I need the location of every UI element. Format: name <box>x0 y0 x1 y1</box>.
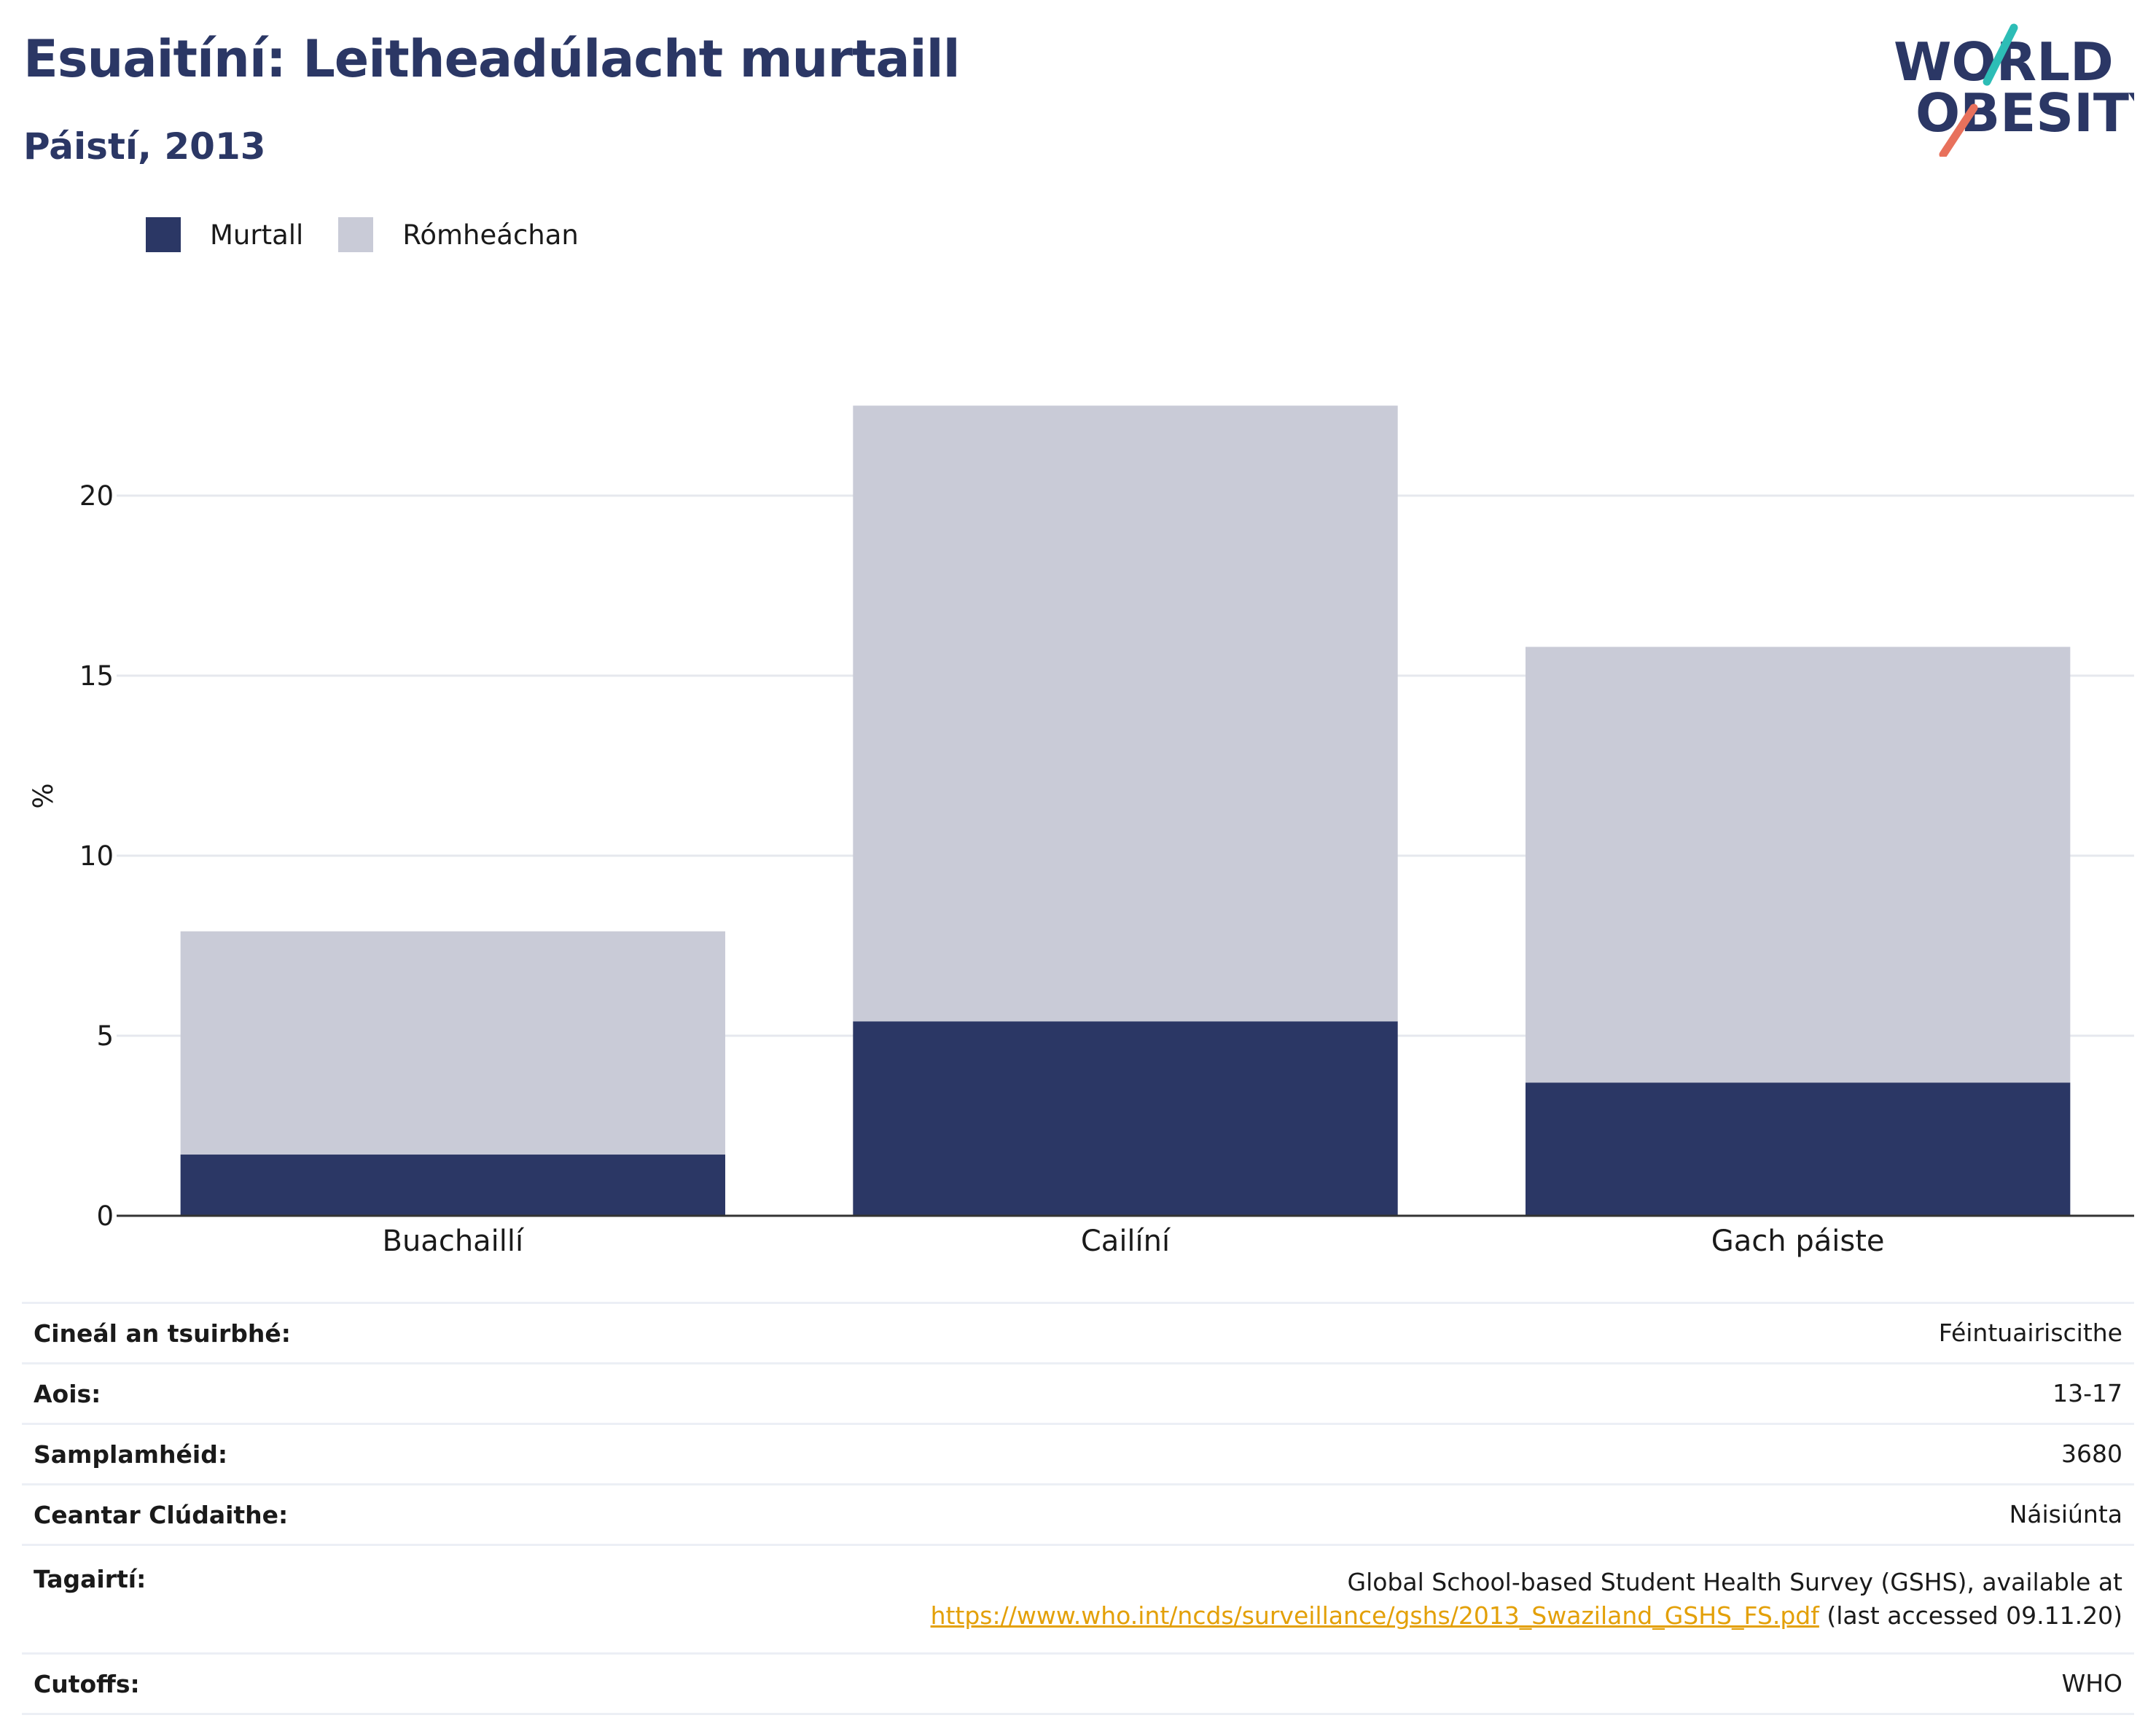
info-key: Samplamhéid: <box>22 1423 418 1485</box>
y-axis-label: % <box>28 783 59 808</box>
legend-swatch-obesity <box>146 217 181 252</box>
bar-obesity[interactable] <box>180 1155 726 1216</box>
chart-subtitle: Páistí, 2013 <box>23 125 266 168</box>
info-value: 3680 <box>418 1423 2134 1485</box>
info-key: Cineál an tsuirbhé: <box>22 1302 418 1364</box>
info-value: Féintuairiscithe <box>418 1302 2134 1364</box>
info-value: Global School-based Student Health Surve… <box>418 1544 2134 1655</box>
info-row-sample-size: Samplamhéid: 3680 <box>22 1423 2134 1485</box>
x-tick-label: Gach páiste <box>1711 1225 1885 1258</box>
info-value: 13-17 <box>418 1363 2134 1425</box>
reference-link[interactable]: https://www.who.int/ncds/surveillance/gs… <box>930 1601 1819 1630</box>
survey-info-table: Cineál an tsuirbhé: Féintuairiscithe Aoi… <box>22 1302 2134 1715</box>
y-tick-label: 10 <box>79 840 114 872</box>
legend-label-obesity: Murtall <box>210 219 304 251</box>
y-tick-label: 5 <box>96 1020 114 1052</box>
reference-suffix: (last accessed 09.11.20) <box>1819 1601 2122 1630</box>
chart-title: Esuaitíní: Leitheadúlacht murtaill <box>23 29 961 89</box>
reference-text: Global School-based Student Health Surve… <box>1347 1568 2122 1596</box>
bar-overweight[interactable] <box>180 931 726 1155</box>
bar-obesity[interactable] <box>853 1021 1398 1216</box>
info-key: Ceantar Clúdaithe: <box>22 1484 418 1546</box>
chart-legend: Murtall Rómheáchan <box>146 217 614 252</box>
world-obesity-logo: WORLD OBESITY <box>1894 23 2134 157</box>
info-row-age: Aois: 13-17 <box>22 1363 2134 1425</box>
chart-axis: 0 5 10 15 20 Buachaillí Cailíní Gach páiste <box>79 480 2134 1258</box>
logo-slash-bottom <box>1939 104 1978 157</box>
bar-overweight[interactable] <box>853 405 1398 1022</box>
legend-swatch-overweight <box>338 217 374 252</box>
chart-bars <box>180 405 2071 1216</box>
info-row-references: Tagairtí: Global School-based Student He… <box>22 1544 2134 1655</box>
logo-slash-top <box>1983 23 2018 86</box>
y-tick-label: 20 <box>79 480 114 512</box>
info-value: WHO <box>418 1653 2134 1715</box>
info-row-cutoffs: Cutoffs: WHO <box>22 1653 2134 1715</box>
info-key: Tagairtí: <box>22 1544 418 1655</box>
legend-item-overweight[interactable]: Rómheáchan <box>338 217 579 252</box>
y-tick-label: 0 <box>96 1200 114 1232</box>
info-row-survey-type: Cineál an tsuirbhé: Féintuairiscithe <box>22 1302 2134 1364</box>
bar-chart: 0 5 10 15 20 Buachaillí Cailíní Gach páiste % <box>28 405 2134 1258</box>
info-key: Cutoffs: <box>22 1653 418 1715</box>
bar-obesity[interactable] <box>1525 1082 2071 1216</box>
x-tick-label: Cailíní <box>1081 1225 1171 1258</box>
bar-overweight[interactable] <box>1525 647 2071 1083</box>
x-tick-label: Buachaillí <box>383 1225 526 1258</box>
info-key: Aois: <box>22 1363 418 1425</box>
y-tick-label: 15 <box>79 660 114 692</box>
info-row-area: Ceantar Clúdaithe: Náisiúnta <box>22 1484 2134 1546</box>
legend-item-obesity[interactable]: Murtall <box>146 217 303 252</box>
info-value: Náisiúnta <box>418 1484 2134 1546</box>
legend-label-overweight: Rómheáchan <box>402 219 579 251</box>
logo-line-2: OBESITY <box>1915 82 2134 144</box>
